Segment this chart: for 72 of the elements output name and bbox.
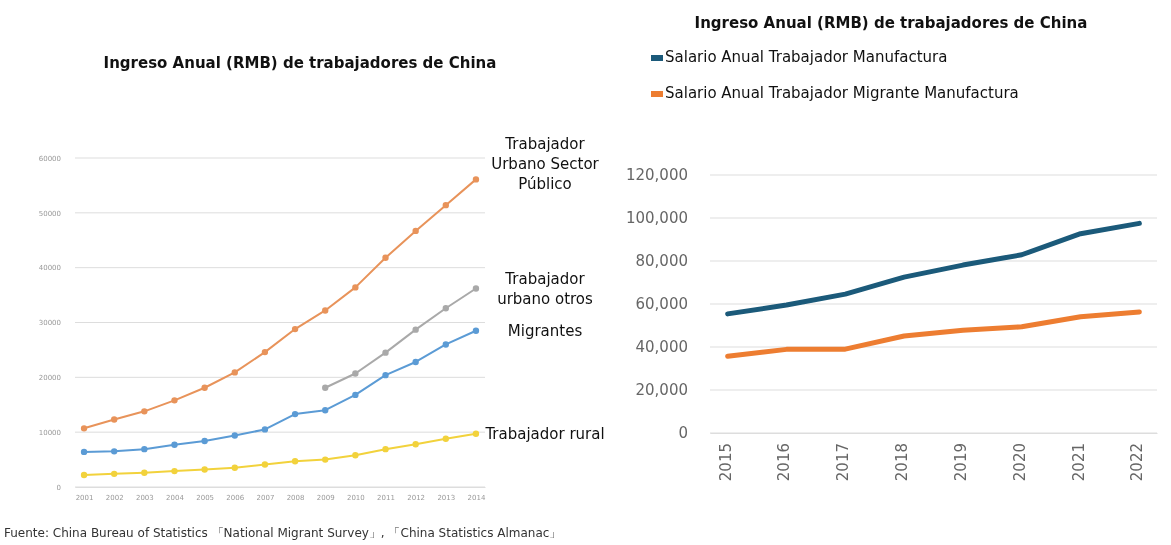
x-tick-label: 2021: [1069, 443, 1088, 482]
series-label: Migrantes: [507, 321, 583, 340]
point: [382, 349, 389, 356]
legend-label: Salario Anual Trabajador Manufactura: [665, 48, 948, 66]
point: [111, 448, 118, 455]
x-tick-label: 2015: [716, 443, 735, 482]
x-tick-label: 2018: [893, 443, 912, 482]
point: [442, 341, 449, 348]
point: [382, 445, 389, 453]
series-label: Trabajador Urbano Sector Público: [491, 135, 600, 194]
chart-title: Ingreso Anual (RMB) de trabajadores de China: [103, 54, 497, 72]
point: [352, 391, 359, 399]
point: [261, 426, 269, 433]
point: [412, 326, 419, 333]
point: [201, 384, 208, 391]
point: [111, 416, 118, 423]
point: [412, 227, 419, 235]
point: [291, 325, 299, 333]
y-tick-label: 20,000: [635, 381, 688, 400]
point: [352, 452, 359, 459]
point: [80, 425, 88, 432]
point: [442, 435, 449, 442]
point: [291, 458, 299, 465]
point: [322, 384, 329, 391]
x-tick-label: 2020: [1010, 443, 1029, 482]
y-tick-label: 100,000: [625, 209, 688, 228]
y-tick-label: 120,000: [625, 166, 688, 185]
point: [322, 456, 329, 463]
point: [382, 254, 389, 261]
y-tick-label: 40,000: [635, 338, 688, 357]
series-label: Trabajador rural: [484, 424, 605, 443]
point: [201, 466, 208, 473]
point: [80, 471, 88, 479]
x-tick-label: 2022: [1128, 443, 1147, 482]
point: [352, 370, 359, 377]
point: [322, 407, 329, 414]
y-tick-label: 60,000: [635, 295, 688, 314]
point: [322, 307, 329, 314]
point: [352, 284, 359, 291]
point: [231, 432, 238, 439]
point: [442, 305, 449, 312]
point: [261, 461, 269, 468]
point: [141, 469, 148, 476]
x-tick-label: 2019: [951, 443, 970, 482]
point: [111, 470, 118, 478]
point: [472, 327, 480, 334]
point: [472, 430, 480, 437]
source-note: Fuente: China Bureau of Statistics 「National Migrant Survey」, 「China Statistics Almanac」: [4, 526, 562, 540]
legend-label: Salario Anual Trabajador Migrante Manufactura: [665, 84, 1019, 102]
series-label: Trabajador urbano otros: [497, 269, 594, 308]
point: [201, 437, 208, 445]
point: [382, 371, 389, 379]
point: [231, 464, 238, 471]
x-tick-label: 2017: [834, 443, 853, 482]
y-tick-label: 0: [678, 424, 688, 443]
point: [261, 348, 269, 356]
point: [412, 358, 419, 366]
point: [141, 445, 148, 453]
point: [171, 441, 178, 448]
point: [442, 201, 449, 209]
chart-title: Ingreso Anual (RMB) de trabajadores de China: [694, 14, 1088, 32]
x-tick-label: 2016: [775, 443, 794, 482]
point: [412, 441, 419, 448]
point: [80, 448, 88, 456]
point: [231, 369, 238, 376]
point: [472, 176, 480, 183]
y-tick-label: 80,000: [635, 252, 688, 271]
point: [291, 410, 299, 418]
point: [141, 408, 148, 415]
point: [171, 467, 178, 475]
point: [171, 397, 178, 404]
point: [472, 285, 480, 292]
